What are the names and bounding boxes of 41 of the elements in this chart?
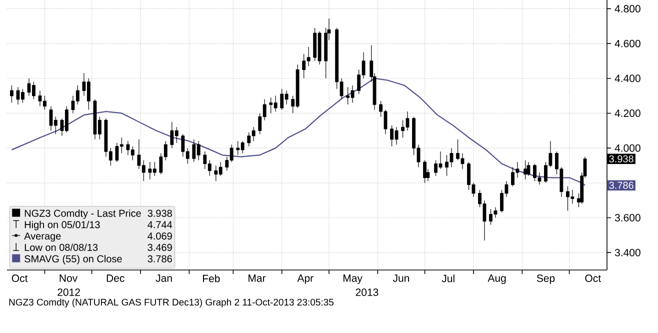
x-tick-label: Jun	[392, 274, 410, 282]
y-tick-label: 4.400	[614, 74, 640, 82]
annotation: 3.938	[609, 155, 634, 162]
y-tick-label: 4.800	[614, 5, 640, 12]
x-tick-label: Oct	[12, 274, 28, 282]
annotation: Low on 08/08/13	[24, 244, 98, 251]
y-tick-label: 4.200	[614, 110, 640, 117]
x-tick-label: Sep	[536, 274, 555, 284]
x-tick-label: Apr	[297, 274, 314, 284]
candlestick	[423, 160, 427, 184]
annotation: Average	[24, 232, 61, 242]
x-tick-label: Feb	[203, 274, 220, 282]
candlestick	[524, 160, 528, 180]
x-tick-label: Mar	[248, 274, 266, 282]
y-tick-label: 3.600	[614, 214, 640, 222]
annotation: 3.786	[609, 182, 634, 189]
candlestick	[526, 162, 530, 176]
x-tick-label: Jan	[156, 274, 172, 282]
y-tick-label: 4.600	[614, 40, 640, 48]
x-tick-label: Aug	[488, 274, 506, 284]
text: 2012	[58, 288, 80, 296]
x-tick-label: Oct	[585, 274, 601, 282]
text: 2013	[356, 288, 378, 296]
text: 3.786	[148, 255, 172, 262]
y-tick-label: 4.000	[614, 144, 640, 152]
x-tick-label: May	[344, 274, 362, 284]
annotation: 4.069	[148, 232, 172, 240]
line-series	[11, 78, 586, 186]
candlestick	[32, 82, 36, 100]
x-tick-label: Nov	[60, 274, 78, 282]
legend-label: SMAVG (55) on Close	[24, 255, 122, 264]
candlestick	[10, 85, 14, 104]
legend-label: NGZ3 Comdty - Last Price	[24, 210, 141, 219]
text: 3.938	[148, 210, 172, 217]
annotation: High on 05/01/13	[24, 220, 100, 230]
annotation: 3.469	[148, 244, 172, 251]
annotation: 4.744	[148, 221, 172, 228]
x-tick-label: Jul	[442, 274, 454, 282]
y-tick-label: 3.400	[614, 248, 640, 256]
text: NGZ3 Comdty (NATURAL GAS FUTR Dec13) Graph 2 11-Oct-2013 23:05:35	[9, 298, 334, 308]
x-tick-label: Dec	[106, 274, 124, 282]
